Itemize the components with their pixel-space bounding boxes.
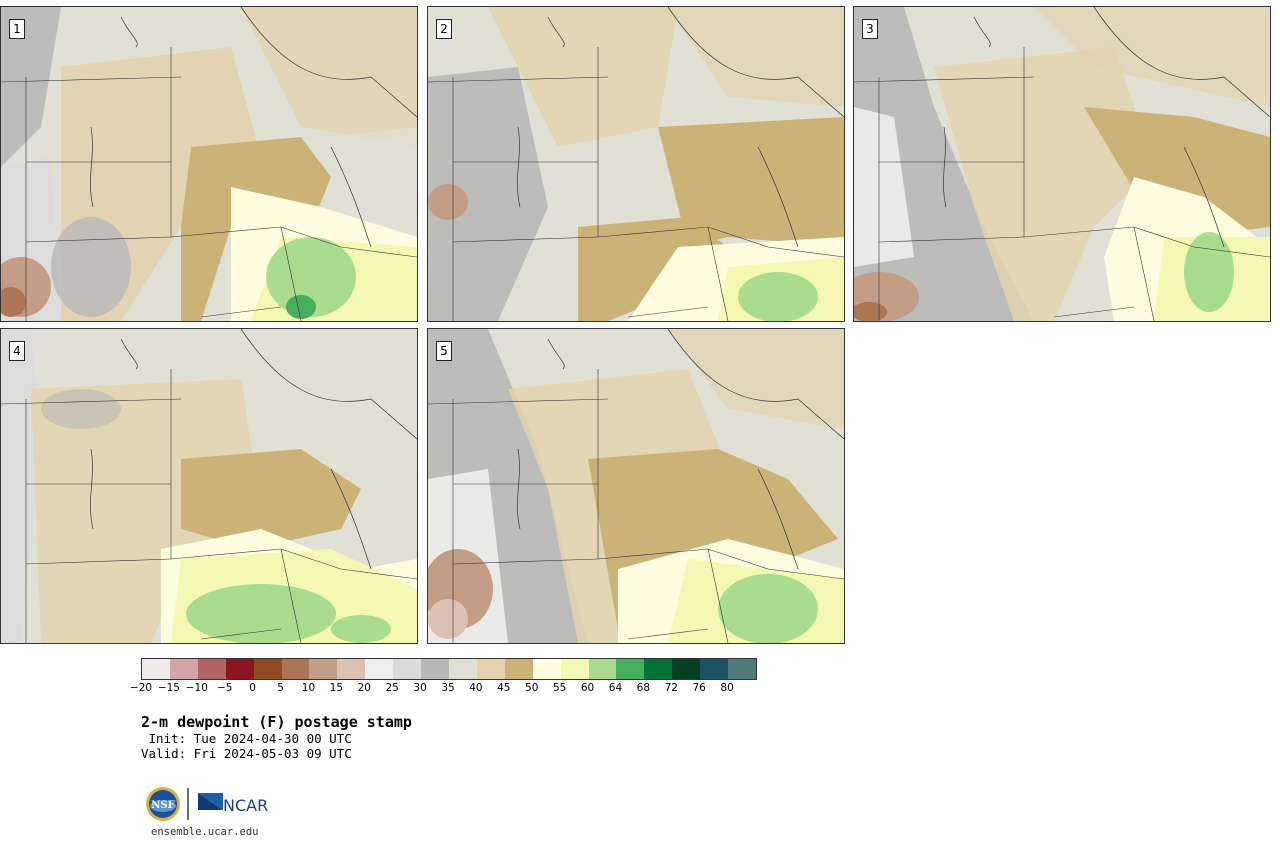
- colorbar-swatch: [700, 659, 729, 679]
- map-field-shading: [854, 7, 1270, 321]
- colorbar-tick-label: 40: [469, 682, 483, 694]
- logos: NSF NCAR: [145, 786, 275, 826]
- panel-number-2: 2: [436, 19, 452, 39]
- colorbar-swatch: [588, 659, 617, 679]
- colorbar-tick-label: 15: [329, 682, 344, 694]
- nsf-logo-text: NSF: [151, 800, 174, 811]
- colorbar-tick-label: 60: [580, 682, 595, 694]
- map-field-shading: [428, 7, 844, 321]
- colorbar-swatch: [421, 659, 449, 679]
- colorbar-swatch: [393, 659, 422, 679]
- valid-time: Valid: Fri 2024-05-03 09 UTC: [141, 746, 352, 761]
- colorbar: [141, 658, 757, 680]
- map-panel-2: 2: [427, 6, 845, 322]
- ncar-logo-icon: NCAR: [198, 793, 268, 815]
- colorbar-swatch: [532, 659, 561, 679]
- colorbar-swatch: [476, 659, 505, 679]
- colorbar-tick-label: 64: [608, 682, 623, 694]
- website-url: ensemble.ucar.edu: [151, 826, 259, 838]
- colorbar-swatch: [225, 659, 254, 679]
- colorbar-tick-label: 30: [413, 682, 427, 694]
- map-panel-3: 3: [853, 6, 1271, 322]
- colorbar-tick-label: −15: [157, 682, 180, 694]
- init-time: Init: Tue 2024-04-30 00 UTC: [141, 731, 352, 746]
- colorbar-swatch: [672, 659, 701, 679]
- panel-number-5: 5: [436, 341, 452, 361]
- colorbar-tick-label: −20: [129, 682, 153, 694]
- colorbar-tick-label: 50: [525, 682, 539, 694]
- colorbar-swatch: [337, 659, 366, 679]
- colorbar-tick-label: 25: [385, 682, 399, 694]
- colorbar-swatch: [142, 659, 170, 679]
- colorbar-swatch: [616, 659, 645, 679]
- map-field-shading: [428, 329, 844, 643]
- colorbar-tick-label: 20: [357, 682, 371, 694]
- colorbar-swatch: [197, 659, 226, 679]
- chart-title: 2-m dewpoint (F) postage stamp: [141, 713, 412, 731]
- colorbar-swatch: [728, 659, 756, 679]
- colorbar-swatch: [504, 659, 533, 679]
- colorbar-tick-label: 10: [301, 682, 316, 694]
- colorbar-tick-label: 72: [664, 682, 678, 694]
- map-panel-5: 5: [427, 328, 845, 644]
- colorbar-ticks: −20 −15 −10 −5 0 5 10 15 20 25 30 35 40 45 50 55 60 64 68 7…: [129, 682, 771, 696]
- colorbar-tick-label: 68: [636, 682, 651, 694]
- panel-number-3: 3: [862, 19, 878, 39]
- map-field-shading: [1, 329, 417, 643]
- map-panel-1: 1: [0, 6, 418, 322]
- colorbar-swatch: [644, 659, 673, 679]
- colorbar-tick-label: −10: [185, 682, 208, 694]
- colorbar-tick-label: 35: [441, 682, 455, 694]
- colorbar-tick-label: 45: [497, 682, 511, 694]
- nsf-logo-icon: NSF: [146, 787, 180, 821]
- map-field-shading: [1, 7, 417, 321]
- colorbar-swatch: [448, 659, 477, 679]
- panel-number-4: 4: [9, 341, 25, 361]
- colorbar-tick-label: 0: [249, 682, 256, 694]
- colorbar-swatch: [169, 659, 198, 679]
- map-panel-4: 4: [0, 328, 418, 644]
- colorbar-tick-label: 55: [552, 682, 567, 694]
- colorbar-tick-label: 5: [277, 682, 284, 694]
- colorbar-swatch: [253, 659, 282, 679]
- colorbar-swatch: [281, 659, 310, 679]
- panel-number-1: 1: [9, 19, 25, 39]
- colorbar-swatch: [365, 659, 394, 679]
- ncar-logo-text: NCAR: [223, 796, 268, 815]
- colorbar-tick-label: 80: [720, 682, 734, 694]
- colorbar-swatch: [309, 659, 338, 679]
- colorbar-tick-label: −5: [216, 682, 233, 694]
- colorbar-tick-label: 76: [692, 682, 706, 694]
- colorbar-swatch: [560, 659, 589, 679]
